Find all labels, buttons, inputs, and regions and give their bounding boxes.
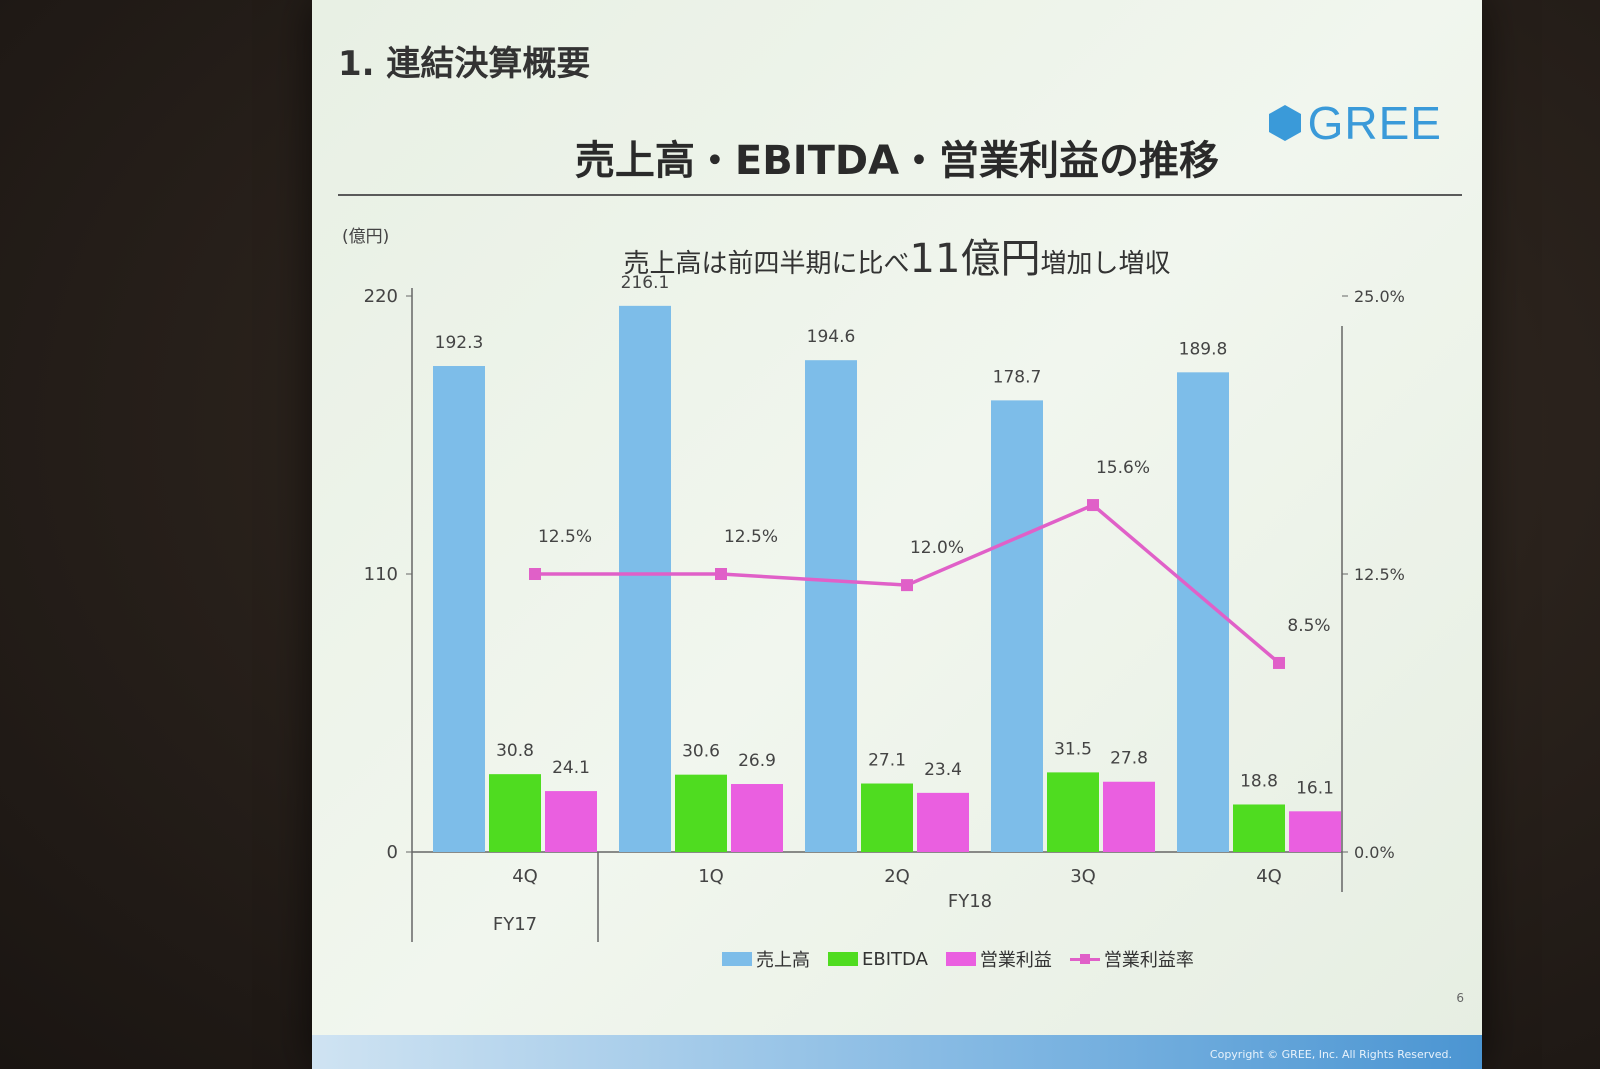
unit-label: (億円) xyxy=(342,227,390,247)
legend-item-ebitda: EBITDA xyxy=(828,949,928,970)
x-tick-label: 1Q xyxy=(698,866,724,887)
bar-ebitda xyxy=(489,774,541,852)
subtitle-highlight: 11億円 xyxy=(909,236,1041,282)
margin-data-label: 12.5% xyxy=(724,527,778,547)
margin-marker xyxy=(901,579,913,592)
bar-data-label: 16.1 xyxy=(1296,778,1334,798)
legend-label: 売上高 xyxy=(756,950,810,971)
y-left-tick-label: 110 xyxy=(364,564,398,585)
bar-op-income xyxy=(731,784,783,852)
legend-swatch-margin xyxy=(1069,952,1100,966)
x-tick-label: 3Q xyxy=(1070,866,1096,887)
margin-data-label: 8.5% xyxy=(1287,616,1330,636)
bar-ebitda xyxy=(1233,804,1285,852)
margin-data-label: 12.0% xyxy=(910,538,964,558)
section-title: 1. 連結決算概要 xyxy=(338,44,591,84)
bar-revenue xyxy=(991,400,1043,852)
margin-data-label: 15.6% xyxy=(1096,458,1150,478)
y-left-tick-label: 220 xyxy=(364,286,398,307)
x-tick-label: 4Q xyxy=(512,866,538,887)
chart-legend: 売上高 EBITDA 営業利益 営業利益率 xyxy=(722,946,1194,972)
bar-op-income xyxy=(545,791,597,852)
combo-chart: 0 110 220 0.0% 12.5% 25.0% 4Q 1Q 2Q 3Q 4Q FY17 FY18 1… xyxy=(364,273,1405,942)
gree-logo: GREE xyxy=(1268,96,1442,150)
legend-swatch-ebitda xyxy=(828,952,858,966)
legend-item-op-income: 営業利益 xyxy=(945,946,1052,972)
footer-bar xyxy=(312,1035,1482,1069)
y-right-tick-label: 0.0% xyxy=(1354,843,1395,862)
page-number: 6 xyxy=(1456,991,1464,1005)
margin-marker xyxy=(1087,499,1099,512)
subtitle-pre: 売上高は前四半期に比べ xyxy=(623,249,910,279)
legend-label: 営業利益 xyxy=(979,950,1052,971)
bar-data-label: 30.6 xyxy=(682,742,720,762)
legend-swatch-op-income xyxy=(945,952,976,966)
group-label-fy18: FY18 xyxy=(948,891,992,912)
margin-marker xyxy=(1273,656,1285,669)
bar-op-income xyxy=(1103,781,1155,852)
bar-op-income xyxy=(1289,811,1341,852)
bar-data-label: 26.9 xyxy=(738,751,776,771)
margin-marker xyxy=(715,568,727,580)
slide-title: 売上高・EBITDA・営業利益の推移 xyxy=(574,138,1220,184)
bar-ebitda xyxy=(861,783,913,852)
hexagon-logo-icon xyxy=(1268,105,1301,141)
bar-data-label: 23.4 xyxy=(924,760,962,780)
legend-label: 営業利益率 xyxy=(1103,950,1194,971)
bar-data-label: 30.8 xyxy=(496,741,534,761)
y-right-tick-label: 12.5% xyxy=(1354,565,1405,584)
y-right-tick-label: 25.0% xyxy=(1354,287,1405,306)
bar-data-label: 27.1 xyxy=(868,751,906,771)
margin-data-label: 12.5% xyxy=(538,527,592,547)
group-label-fy17: FY17 xyxy=(493,914,537,935)
legend-item-revenue: 売上高 xyxy=(722,946,810,972)
bar-data-label: 192.3 xyxy=(435,333,484,353)
bar-ebitda xyxy=(1047,772,1099,852)
bar-op-income xyxy=(917,792,969,852)
bar-data-label: 31.5 xyxy=(1054,739,1092,759)
bar-data-label: 194.6 xyxy=(807,327,856,347)
bar-data-label: 24.1 xyxy=(552,758,590,778)
bar-revenue xyxy=(433,366,485,852)
logo-text: GREE xyxy=(1307,97,1442,149)
x-tick-label: 4Q xyxy=(1256,866,1282,887)
x-tick-label: 2Q xyxy=(884,866,910,887)
chart-subtitle: 売上高は前四半期に比べ11億円増加し増収 xyxy=(312,226,1482,284)
bar-data-label: 216.1 xyxy=(621,273,670,293)
bar-data-label: 178.7 xyxy=(993,367,1042,387)
bar-data-label: 189.8 xyxy=(1179,339,1228,359)
presentation-slide: 1. 連結決算概要 GREE 売上高・EBITDA・営業利益の推移 (億円) 売… xyxy=(312,0,1482,1069)
bar-data-label: 27.8 xyxy=(1110,749,1148,769)
legend-item-margin: 営業利益率 xyxy=(1069,946,1194,972)
margin-marker xyxy=(529,568,541,580)
bar-data-label: 18.8 xyxy=(1240,771,1278,791)
legend-label: EBITDA xyxy=(862,948,928,970)
bar-revenue xyxy=(619,305,671,853)
bar-ebitda xyxy=(675,774,727,852)
copyright-text: Copyright © GREE, Inc. All Rights Reserv… xyxy=(1209,1048,1452,1061)
y-left-tick-label: 0 xyxy=(387,842,398,863)
subtitle-post: 増加し増収 xyxy=(1040,249,1171,279)
bar-revenue xyxy=(805,360,857,852)
legend-swatch-revenue xyxy=(722,952,752,966)
title-divider xyxy=(338,194,1462,196)
